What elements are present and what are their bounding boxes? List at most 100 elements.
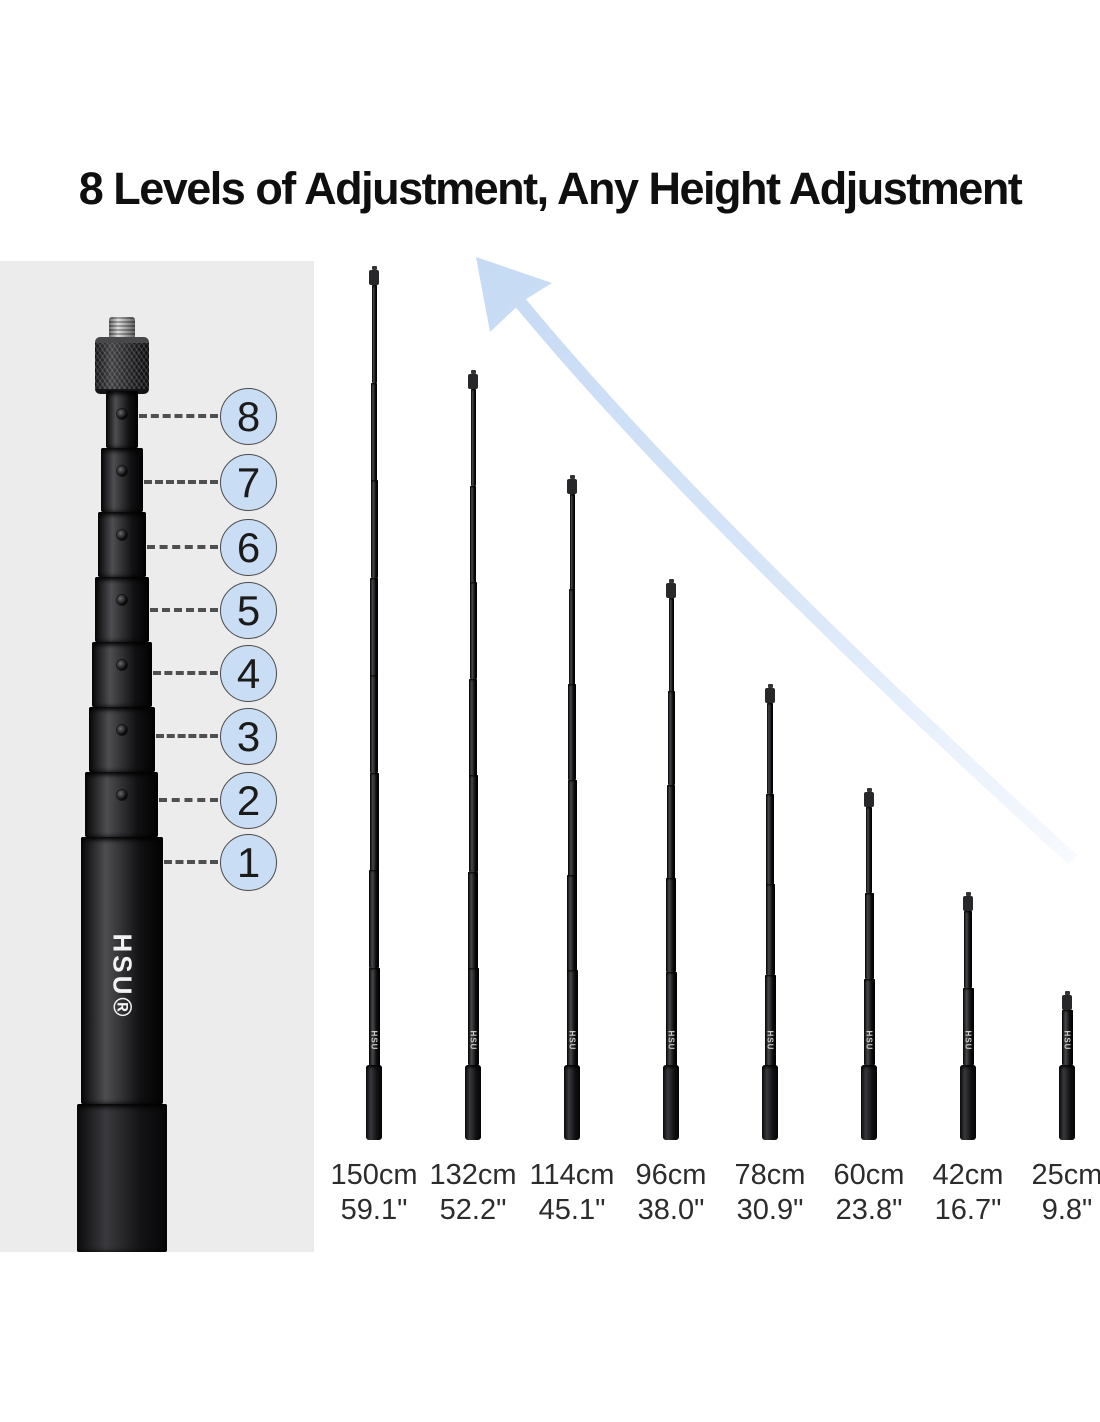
pole-section: [863, 979, 875, 1065]
pole-section: [964, 911, 972, 988]
brand-logo-text: HSU®: [107, 932, 138, 1020]
pole-section: [765, 884, 775, 975]
pole-segment-1: [81, 837, 163, 1104]
callout-dash-line: [139, 414, 218, 418]
locking-knob: [95, 337, 149, 394]
pole-section: [866, 807, 872, 893]
level-callout: 5: [220, 582, 277, 639]
pole-label-inch: 38.0": [637, 1194, 705, 1226]
pole-section: [666, 878, 676, 973]
pole-segment-4: [92, 642, 152, 707]
pole-cap: [369, 266, 379, 285]
pole-section: [566, 969, 578, 1066]
pole-logo-text: HSU: [864, 1030, 874, 1050]
level-callout: 7: [220, 454, 277, 511]
level-callout: 6: [220, 519, 277, 576]
pole-cap: [666, 579, 676, 598]
pole-base: [77, 1104, 167, 1252]
camera-screw-icon: [109, 317, 135, 339]
pole-label-cm: 60cm: [833, 1159, 905, 1191]
callout-dash-line: [150, 608, 218, 612]
pole-section: [368, 967, 380, 1066]
pole-section: [667, 784, 675, 879]
level-callout: 1: [220, 834, 277, 891]
pole-section: [469, 678, 477, 776]
pole-logo: HSU: [1059, 1022, 1075, 1058]
pole-grip: [366, 1065, 382, 1140]
pole-label-cm: 114cm: [529, 1159, 615, 1191]
callout-dash-line: [147, 545, 218, 549]
pole-section: [764, 974, 776, 1066]
pole-logo: HSU: [960, 1022, 976, 1058]
pole-grip: [1059, 1065, 1075, 1140]
page-title: 8 Levels of Adjustment, Any Height Adjus…: [78, 163, 1023, 214]
brand-logo: HSU®: [81, 916, 163, 1036]
pole-label-inch: 52.2": [439, 1194, 507, 1226]
pole-logo-text: HSU: [567, 1030, 577, 1050]
pole-logo-text: HSU: [666, 1030, 676, 1050]
pole-label-cm: 96cm: [635, 1159, 707, 1191]
pole-section: [369, 772, 379, 871]
pole-segment-8: [106, 391, 138, 448]
pole-section: [667, 691, 675, 786]
pole-grip: [960, 1065, 976, 1140]
pole-label-inch: 30.9": [736, 1194, 804, 1226]
pole-section: [370, 577, 378, 676]
pole-cap: [765, 684, 775, 703]
callout-dash-line: [159, 798, 218, 802]
pole-section: [864, 893, 874, 979]
pole-section: [1061, 1010, 1073, 1065]
pole-label-inch: 45.1": [538, 1194, 606, 1226]
pole-segment-3: [89, 707, 155, 772]
pole-label-cm: 150cm: [330, 1159, 418, 1191]
pole-section: [569, 589, 575, 686]
pole-segment-7: [101, 448, 143, 512]
pole-section: [468, 775, 478, 873]
pole-cap: [864, 788, 874, 807]
pole-section: [467, 968, 479, 1066]
pole-label-cm: 132cm: [429, 1159, 517, 1191]
pole-section: [370, 675, 378, 773]
level-callout: 4: [220, 645, 277, 702]
pole-section: [567, 874, 577, 971]
pole-logo-text: HSU: [963, 1030, 973, 1050]
callout-dash-line: [164, 860, 218, 864]
pole-section: [369, 870, 379, 968]
pole-section: [665, 971, 677, 1066]
pole-grip: [861, 1065, 877, 1140]
level-callout: 2: [220, 772, 277, 829]
pole-section: [567, 779, 577, 876]
pole-section: [668, 598, 674, 692]
pole-section: [470, 389, 476, 486]
pole-section: [569, 494, 575, 590]
pole-logo: HSU: [564, 1022, 580, 1058]
pole-grip: [564, 1065, 580, 1140]
pole-logo-text: HSU: [765, 1030, 775, 1050]
pole-logo-text: HSU: [369, 1030, 379, 1050]
pole-segment-5: [95, 577, 149, 642]
pole-logo-text: HSU: [1062, 1030, 1072, 1050]
pole-section: [468, 871, 478, 969]
pole-section: [371, 285, 377, 383]
level-callout: 8: [220, 388, 277, 445]
pole-label-cm: 78cm: [734, 1159, 806, 1191]
pole-cap: [1062, 991, 1072, 1010]
pole-logo: HSU: [366, 1022, 382, 1058]
pole-cap: [567, 475, 577, 494]
pole-label-cm: 25cm: [1031, 1159, 1100, 1191]
pole-logo-text: HSU: [468, 1030, 478, 1050]
callout-dash-line: [156, 734, 218, 738]
pole-segment-6: [98, 512, 146, 577]
pole-label-inch: 59.1": [340, 1194, 408, 1226]
pole-section: [371, 382, 377, 481]
arrow-head: [476, 257, 552, 332]
level-callout: 3: [220, 708, 277, 765]
pole-segment-2: [85, 772, 158, 837]
pole-grip: [762, 1065, 778, 1140]
pole-section: [767, 703, 773, 794]
pole-label-inch: 9.8": [1041, 1194, 1093, 1226]
pole-section: [962, 988, 974, 1065]
callout-dash-line: [144, 480, 218, 484]
pole-logo: HSU: [861, 1022, 877, 1058]
